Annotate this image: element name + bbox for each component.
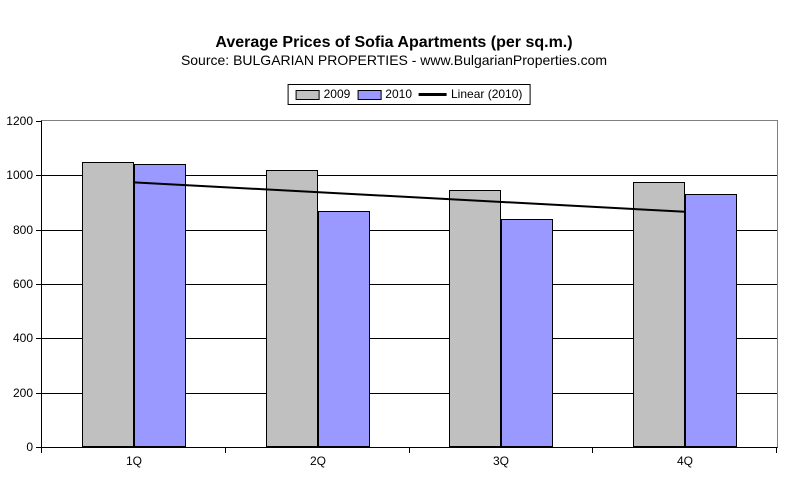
- trendline: [133, 181, 686, 213]
- trendline-segment: [133, 181, 686, 213]
- gridline-200: [42, 393, 777, 394]
- y-tick: [36, 121, 41, 122]
- y-axis-label-800: 800: [12, 223, 33, 237]
- x-tick: [225, 448, 226, 453]
- x-axis-label-1Q: 1Q: [125, 454, 142, 468]
- legend-swatch-line: [419, 93, 448, 96]
- y-tick: [36, 393, 41, 394]
- gridline-1000: [42, 175, 777, 176]
- x-tick: [409, 448, 410, 453]
- bar-2010-4Q: [685, 194, 737, 447]
- legend-item-label: Linear (2010): [451, 87, 523, 101]
- gridline-400: [42, 338, 777, 339]
- legend-item: 2010: [357, 88, 412, 101]
- bar-2009-4Q: [633, 182, 685, 447]
- legend-item-label: 2009: [323, 87, 351, 101]
- bar-2009-2Q: [266, 170, 318, 447]
- bar-2009-3Q: [449, 190, 501, 447]
- y-tick: [36, 230, 41, 231]
- plot-area: [41, 120, 778, 448]
- legend: 2009 2010 Linear (2010): [287, 84, 531, 105]
- x-tick: [41, 448, 42, 453]
- bar-2009-1Q: [82, 162, 134, 447]
- y-tick: [36, 338, 41, 339]
- bar-2010-3Q: [501, 219, 553, 447]
- y-axis-label-200: 200: [12, 386, 33, 400]
- bar-2010-1Q: [134, 164, 186, 447]
- y-axis-label-1200: 1200: [6, 114, 33, 128]
- y-axis-label-0: 0: [26, 440, 33, 454]
- y-axis-label-600: 600: [12, 277, 33, 291]
- chart-title: Average Prices of Sofia Apartments (per …: [215, 34, 573, 51]
- legend-item: Linear (2010): [419, 88, 522, 101]
- gridline-600: [42, 284, 777, 285]
- y-axis-label-400: 400: [12, 331, 33, 345]
- y-tick: [36, 175, 41, 176]
- y-tick: [36, 284, 41, 285]
- gridline-800: [42, 230, 777, 231]
- x-axis-label-2Q: 2Q: [309, 454, 326, 468]
- x-axis-label-4Q: 4Q: [676, 454, 693, 468]
- chart-subtitle: Source: BULGARIAN PROPERTIES - www.Bulga…: [180, 52, 608, 68]
- legend-item-label: 2010: [385, 87, 413, 101]
- legend-swatch-2009: [295, 89, 320, 100]
- legend-item: 2009: [295, 87, 351, 101]
- x-tick: [776, 448, 777, 453]
- legend-swatch-2010: [357, 89, 382, 100]
- bar-2010-2Q: [318, 211, 370, 447]
- x-tick: [592, 448, 593, 453]
- y-tick: [36, 447, 41, 448]
- x-axis-label-3Q: 3Q: [492, 454, 509, 468]
- y-axis-label-1000: 1000: [6, 168, 33, 182]
